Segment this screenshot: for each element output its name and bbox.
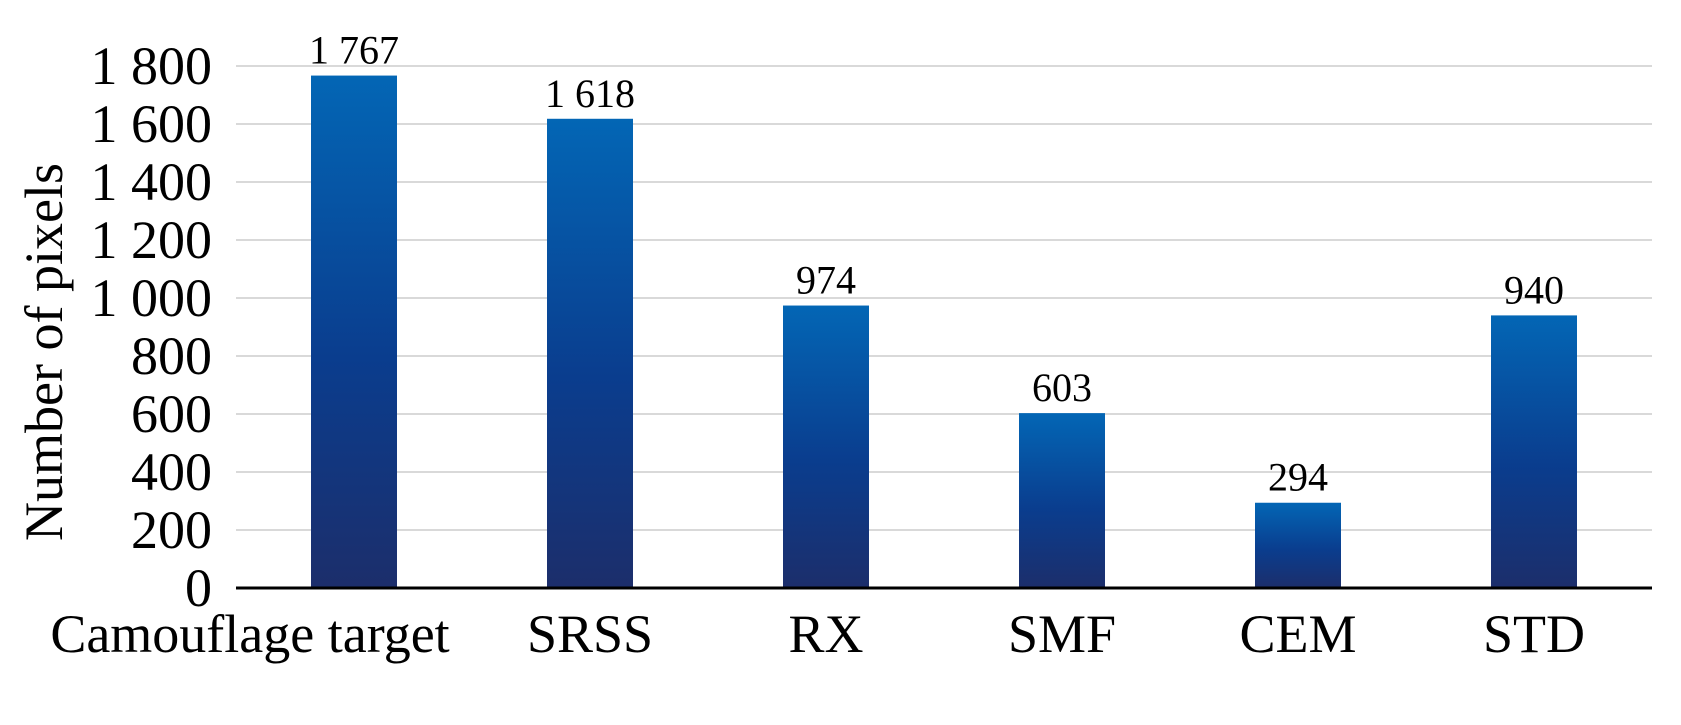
bar-value-label: 1 618 — [545, 71, 635, 116]
x-category-label: CEM — [1239, 604, 1356, 664]
y-tick-label: 0 — [185, 558, 212, 618]
bar-value-label: 603 — [1032, 365, 1092, 410]
bar — [547, 118, 633, 588]
bar — [1255, 502, 1341, 588]
x-axis-categories: Camouflage target SRSS RX SMF CEM STD — [50, 604, 1585, 664]
bar-value-label: 1 767 — [309, 28, 399, 73]
bar — [783, 305, 869, 588]
y-axis-title: Number of pixels — [14, 163, 74, 541]
bar — [1491, 315, 1577, 588]
y-tick-label: 800 — [131, 326, 212, 386]
x-category-label: RX — [788, 604, 863, 664]
bars — [311, 75, 1577, 588]
y-tick-label: 600 — [131, 384, 212, 444]
bar-value-label: 940 — [1504, 267, 1564, 312]
data-labels: 1 767 1 618 974 603 294 940 — [309, 28, 1564, 500]
y-tick-label: 1 600 — [91, 94, 213, 154]
bar-value-label: 294 — [1268, 455, 1328, 500]
y-tick-label: 1 000 — [91, 268, 213, 328]
x-category-label: STD — [1483, 604, 1585, 664]
gridlines — [236, 65, 1652, 531]
y-tick-label: 1 200 — [91, 210, 213, 270]
bar-value-label: 974 — [796, 258, 856, 303]
bar — [1019, 413, 1105, 588]
y-tick-label: 200 — [131, 500, 212, 560]
y-tick-label: 1 400 — [91, 152, 213, 212]
x-category-label: SMF — [1008, 604, 1116, 664]
x-category-label: Camouflage target — [50, 604, 449, 664]
x-category-label: SRSS — [527, 604, 653, 664]
y-tick-label: 400 — [131, 442, 212, 502]
y-tick-label: 1 800 — [91, 36, 213, 96]
bar — [311, 75, 397, 588]
